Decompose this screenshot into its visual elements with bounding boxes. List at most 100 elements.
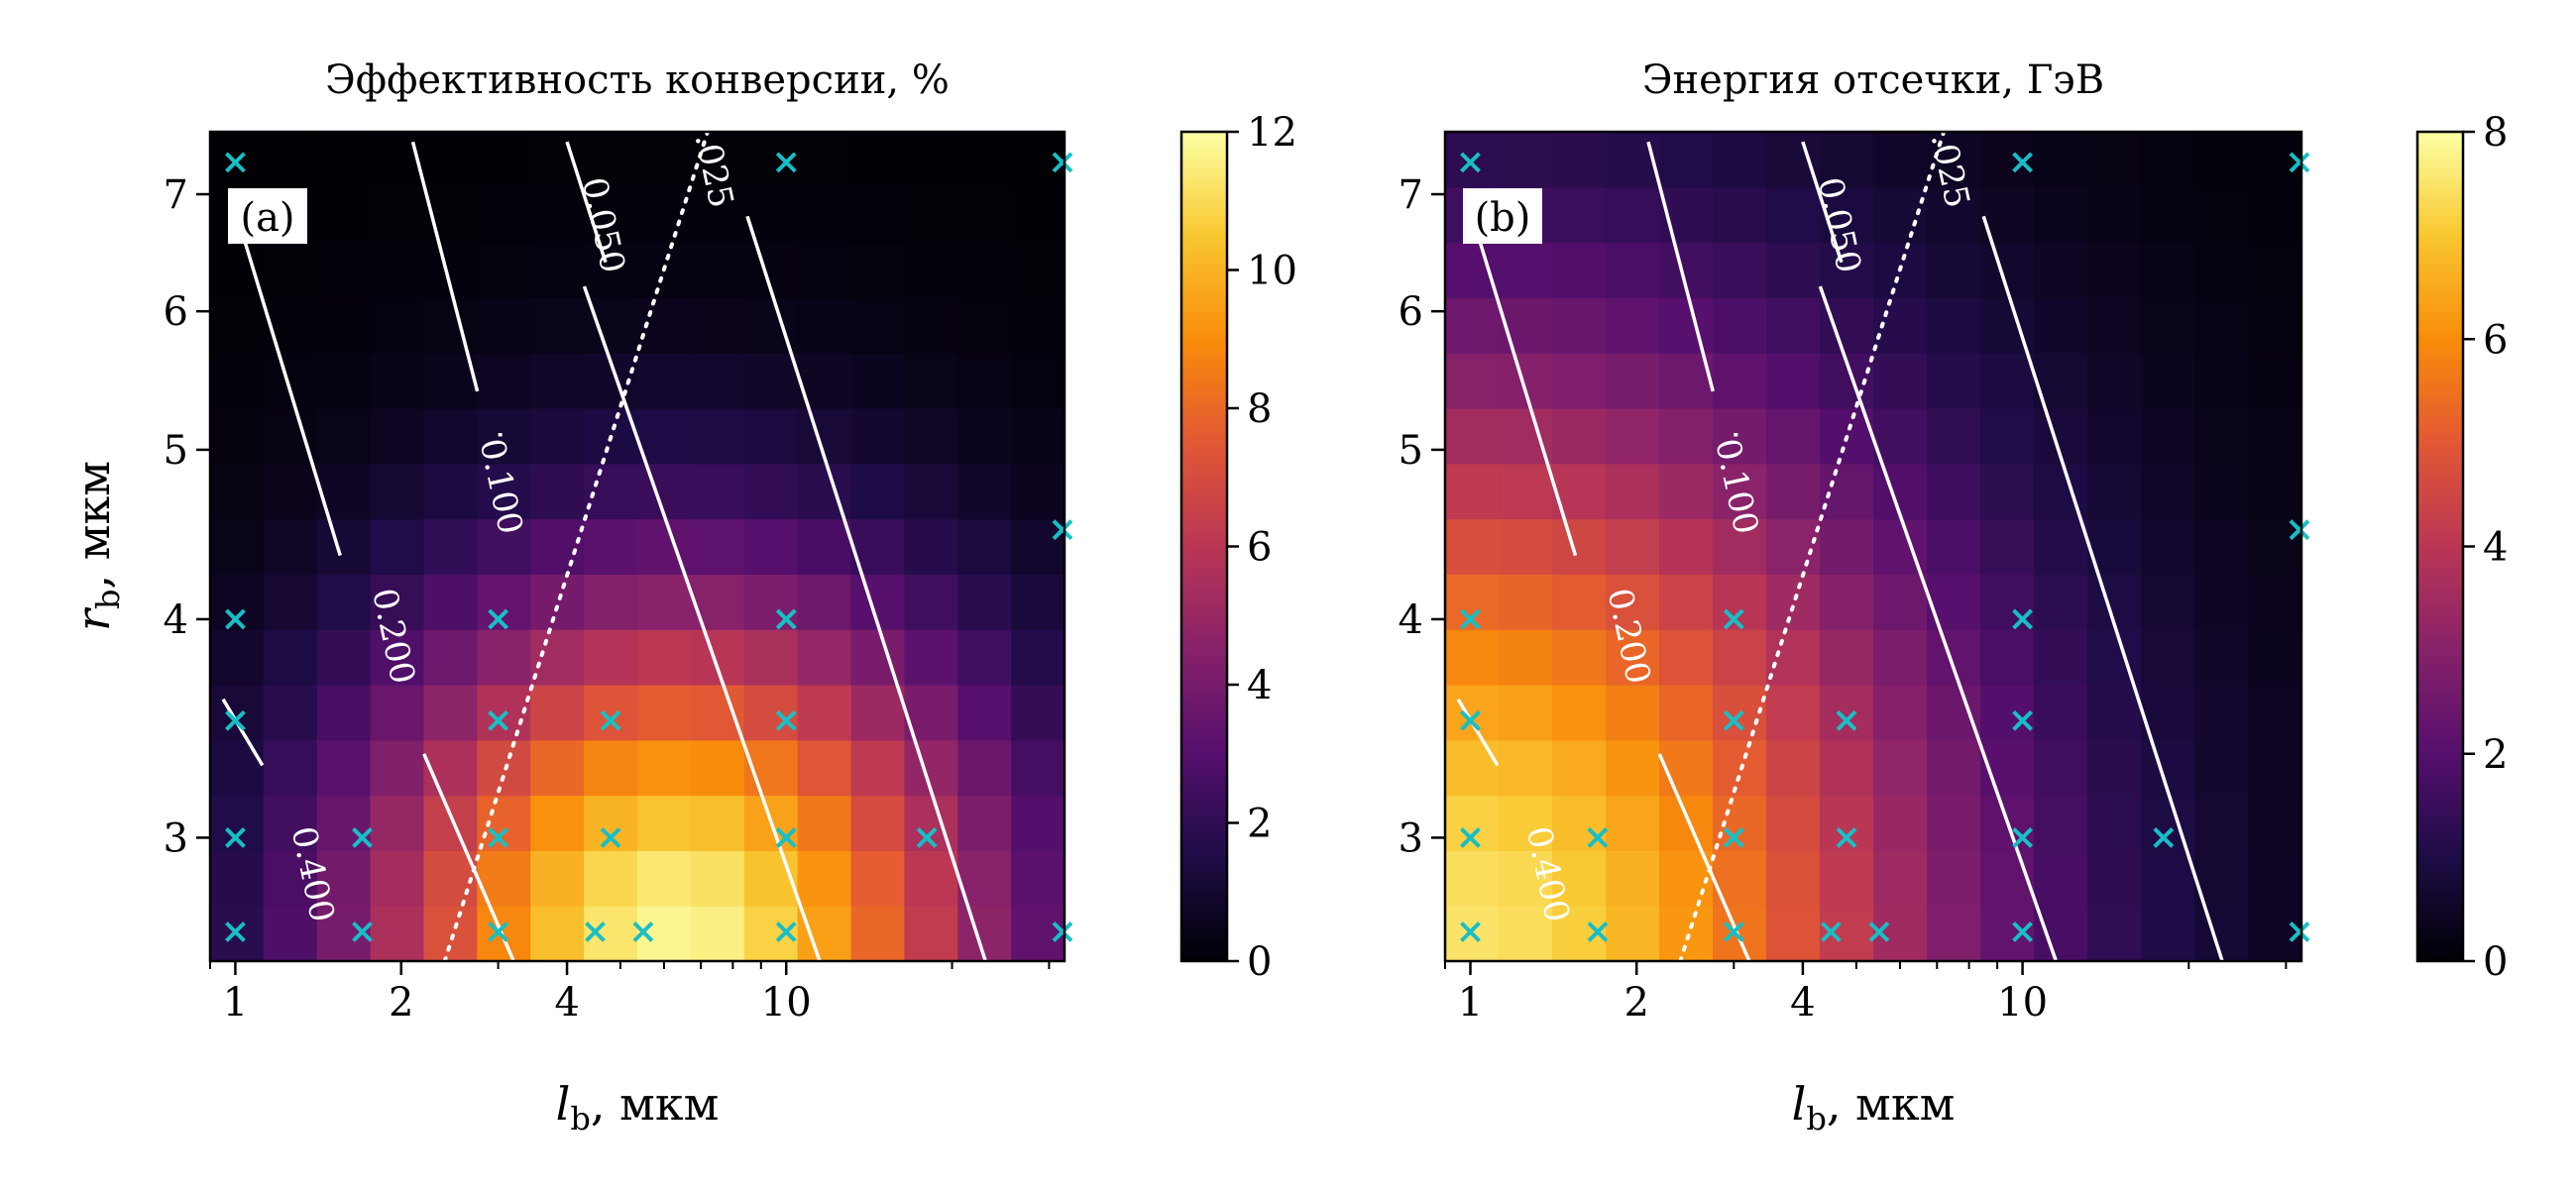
colorbar-segment	[2417, 954, 2463, 962]
heatmap-cell	[797, 795, 852, 851]
heatmap-cell	[530, 408, 585, 465]
marker-x	[1723, 827, 1744, 848]
heatmap-cell	[210, 353, 265, 409]
marker-x	[2289, 519, 2310, 541]
colorbar-segment	[1181, 456, 1227, 465]
heatmap-cell	[1713, 463, 1767, 520]
marker-x	[2153, 827, 2175, 848]
heatmap-cell	[797, 297, 852, 354]
colorbar-segment	[1181, 477, 1227, 486]
colorbar-segment	[2417, 671, 2463, 679]
heatmap-cell	[2034, 795, 2088, 851]
x-tick-label: 10	[761, 980, 812, 1026]
heatmap-cell	[584, 795, 638, 851]
colorbar-segment	[2417, 567, 2463, 576]
heatmap-cell	[1873, 132, 1928, 188]
heatmap-cell	[1659, 132, 1714, 188]
marker-x	[632, 921, 654, 942]
heatmap-cell	[1499, 850, 1553, 907]
heatmap-cell	[316, 186, 372, 244]
colorbar-segment	[1181, 283, 1227, 292]
colorbar-tick-label: 6	[1247, 525, 1272, 571]
heatmap-cell	[1606, 463, 1660, 520]
heatmap-cell	[1011, 629, 1065, 686]
heatmap-cell	[1499, 739, 1553, 797]
colorbar-segment	[2417, 504, 2463, 513]
heatmap-cell	[263, 906, 318, 962]
colorbar-segment	[1181, 165, 1227, 174]
colorbar-segment	[1181, 574, 1227, 583]
colorbar-segment	[1181, 815, 1227, 824]
colorbar-segment	[1181, 629, 1227, 637]
colorbar-segment	[1181, 145, 1227, 154]
heatmap-cell	[210, 850, 265, 907]
heatmap-cell	[477, 408, 531, 465]
heatmap-cell	[2248, 795, 2302, 851]
heatmap-cell	[530, 242, 585, 298]
heatmap-cell	[797, 132, 852, 188]
x-tick-label: 2	[389, 980, 413, 1026]
marker-x	[916, 827, 938, 848]
colorbar-segment	[2417, 940, 2463, 948]
heatmap-cell	[1552, 629, 1607, 686]
heatmap-cell	[850, 463, 905, 520]
heatmap-cell	[1552, 408, 1607, 465]
plot-frame	[208, 130, 1066, 963]
heatmap-cell	[316, 518, 372, 575]
heatmap-cell	[477, 353, 531, 409]
marker-x	[2012, 608, 2033, 630]
heatmap-cell	[423, 518, 478, 575]
heatmap-cell	[1499, 242, 1553, 298]
colorbar-segment	[1181, 678, 1227, 686]
heatmap-cell	[1927, 850, 1981, 907]
heatmap-cell	[370, 518, 425, 575]
heatmap-cell	[423, 297, 478, 354]
colorbar-segment	[2417, 511, 2463, 520]
colorbar-segment	[2417, 739, 2463, 748]
marker-x	[1836, 827, 1857, 848]
heatmap-cell	[637, 186, 692, 244]
colorbar-segment	[1181, 276, 1227, 285]
heatmap-cell	[2141, 242, 2195, 298]
colorbar-tick-label: 6	[2483, 317, 2508, 363]
colorbar-segment	[2417, 332, 2463, 341]
panel-label: (a)	[240, 195, 294, 241]
heatmap-cell	[2248, 463, 2302, 520]
heatmap-cell	[690, 353, 745, 409]
colorbar-segment	[2417, 704, 2463, 713]
heatmap-cell	[743, 518, 799, 575]
y-axis-label-unit: , мкм	[66, 461, 120, 590]
heatmap-cell	[2087, 685, 2142, 741]
heatmap-cell	[1766, 850, 1821, 907]
heatmap-cell	[2034, 518, 2088, 575]
heatmap-cell	[637, 408, 692, 465]
colorbar-segment	[2417, 435, 2463, 444]
colorbar-segment	[1181, 214, 1227, 223]
colorbar-segment	[2417, 477, 2463, 486]
heatmap-cell	[263, 850, 318, 907]
heatmap-cell	[957, 629, 1012, 686]
colorbar-segment	[2417, 221, 2463, 230]
heatmap-cell	[797, 906, 852, 962]
marker-points	[1460, 152, 2310, 942]
heatmap-cell	[1980, 408, 2035, 465]
heatmap-cell	[2194, 242, 2249, 298]
heatmap-cell	[1445, 629, 1500, 686]
heatmap-cell	[263, 685, 318, 741]
heatmap-cell	[477, 297, 531, 354]
colorbar-segment	[1181, 311, 1227, 320]
colorbar-segment	[2417, 165, 2463, 174]
heatmap-cell	[584, 242, 638, 298]
x-axis-label-sub: b	[1806, 1100, 1826, 1137]
heatmap-cell	[1659, 463, 1714, 520]
colorbar-segment	[2417, 283, 2463, 292]
colorbar-segment	[2417, 276, 2463, 285]
heatmap-cell	[1445, 297, 1500, 354]
heatmap-cell	[637, 463, 692, 520]
heatmap-cell	[690, 629, 745, 686]
heatmap-cell	[370, 297, 425, 354]
heatmap-cell	[1820, 795, 1874, 851]
heatmap-cell	[316, 297, 372, 354]
heatmap-cell	[1606, 242, 1660, 298]
colorbar-segment	[2417, 732, 2463, 741]
